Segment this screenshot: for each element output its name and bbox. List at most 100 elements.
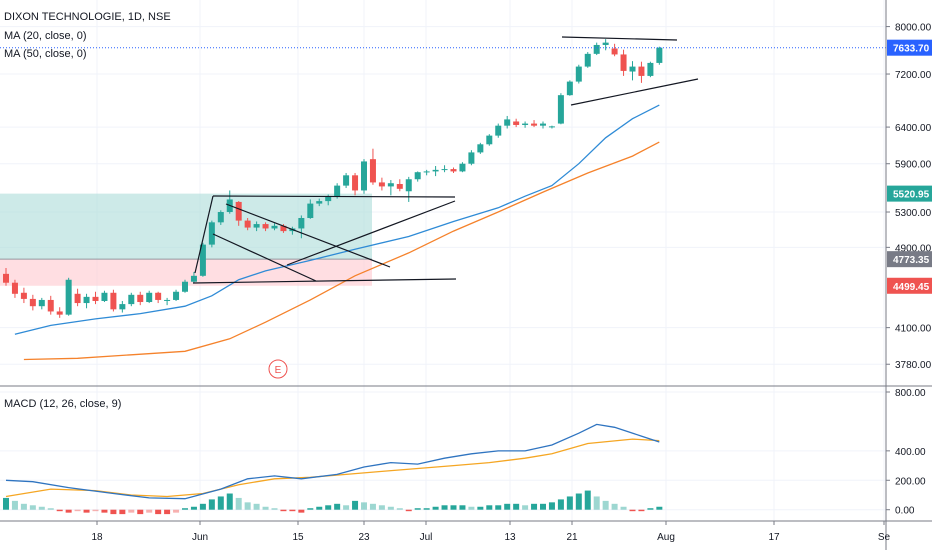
candle [20, 287, 27, 304]
candle [244, 218, 251, 231]
candle [414, 171, 421, 182]
candle-body [575, 66, 582, 82]
ma50-legend[interactable]: MA (50, close, 0) [4, 48, 87, 60]
price-badge-label: 5520.95 [893, 190, 930, 201]
macd-histogram-bar [557, 499, 564, 510]
pennant-upper [225, 203, 391, 268]
candle [531, 120, 538, 128]
macd-histogram-bar [119, 509, 126, 515]
profit-zone [0, 193, 372, 260]
candle-body [638, 66, 645, 76]
macd-tick-label: 0.00 [895, 506, 915, 517]
candle-body [566, 81, 573, 96]
macd-histogram-bar [495, 505, 502, 510]
candle-body [164, 299, 171, 301]
candle [92, 291, 99, 305]
candle-body [423, 171, 430, 173]
macd-histogram-bar [47, 508, 54, 510]
macd-histogram-bar [334, 503, 341, 510]
candle-body [414, 172, 421, 180]
macd-histogram-bar [423, 508, 430, 510]
macd-histogram-bar [414, 508, 421, 510]
candle [486, 134, 493, 146]
price-tick-label: 5900.00 [895, 160, 932, 171]
symbol-title[interactable]: DIXON TECHNOLOGIE, 1D, NSE [4, 11, 171, 23]
candle [47, 295, 54, 315]
candle-body [262, 224, 269, 229]
macd-legend[interactable]: MACD (12, 26, close, 9) [4, 398, 122, 410]
candle-body [486, 135, 493, 145]
time-tick-label: 17 [768, 532, 780, 543]
candle-body [611, 48, 618, 55]
candle-body [92, 296, 99, 301]
candle-body [334, 185, 341, 197]
macd-histogram-bar [540, 503, 546, 510]
candle-body [244, 220, 251, 228]
macd-axis[interactable]: 800.00 400.00 200.00 0.00 [886, 388, 926, 517]
candle [432, 166, 439, 177]
candle-body [101, 292, 108, 301]
candle [450, 167, 457, 173]
candle-body [11, 282, 18, 294]
candle-body [253, 224, 260, 228]
price-tick-label: 6400.00 [895, 123, 932, 134]
macd-histogram-bar [647, 508, 654, 510]
candle [602, 39, 609, 51]
candle [423, 169, 430, 176]
price-tick-label: 8000.00 [895, 23, 932, 34]
candle [137, 291, 144, 306]
macd-histogram-bar [531, 503, 538, 510]
time-tick-label: 21 [566, 532, 578, 543]
candle [620, 49, 627, 76]
candle [441, 165, 448, 173]
candle [396, 179, 403, 192]
candle-body [173, 291, 180, 300]
candle [378, 177, 385, 191]
candle-body [65, 279, 72, 315]
candle [540, 121, 546, 129]
macd-histogram-bar [244, 502, 251, 510]
price-tick-label: 4900.00 [895, 243, 932, 254]
candle-body [369, 159, 376, 183]
macd-histogram-bar [584, 490, 591, 510]
price-badge-bg [887, 185, 932, 202]
macd-histogram-bar [271, 508, 278, 510]
macd-histogram-bar [343, 505, 350, 510]
macd-histogram-bar [190, 506, 197, 510]
candle-body [432, 169, 439, 172]
price-axis[interactable]: 8000.00 7200.00 6400.00 5900.00 5300.00 4900.… [886, 23, 932, 372]
macd-signal-line [5, 438, 660, 498]
macd-histogram-bar [20, 503, 27, 510]
candle-body [468, 152, 475, 164]
candle-body [441, 169, 448, 171]
price-badge-label: 7633.70 [893, 44, 930, 55]
rectangle-zones [0, 193, 372, 286]
candle-body [325, 196, 332, 202]
candle [56, 307, 63, 318]
earnings-marker[interactable]: E [268, 359, 288, 379]
price-badge-bg [887, 39, 932, 56]
macd-histogram-bar [208, 499, 215, 510]
macd-histogram-bar [405, 509, 412, 512]
candle-body [56, 311, 63, 315]
candle [468, 150, 475, 166]
ma20-legend[interactable]: MA (20, close, 0) [4, 30, 87, 42]
macd-histogram-bar [235, 497, 242, 510]
candle-body [477, 144, 484, 153]
macd-histogram-bar [29, 505, 36, 510]
earnings-marker-label: E [275, 365, 282, 376]
macd-histogram-bar [199, 503, 206, 510]
candle-body [459, 163, 466, 172]
candle [199, 242, 206, 277]
time-axis[interactable]: 18 Jun 15 23 Jul 13 21 Aug 17 Se [91, 521, 891, 543]
time-tick-label: Jun [192, 532, 208, 543]
candle-body [271, 225, 278, 229]
candle [3, 268, 9, 286]
candle [584, 52, 591, 68]
candle-body [235, 201, 242, 221]
macd-histogram-bar [307, 508, 314, 510]
candle-body [387, 183, 394, 187]
candle [557, 93, 564, 125]
